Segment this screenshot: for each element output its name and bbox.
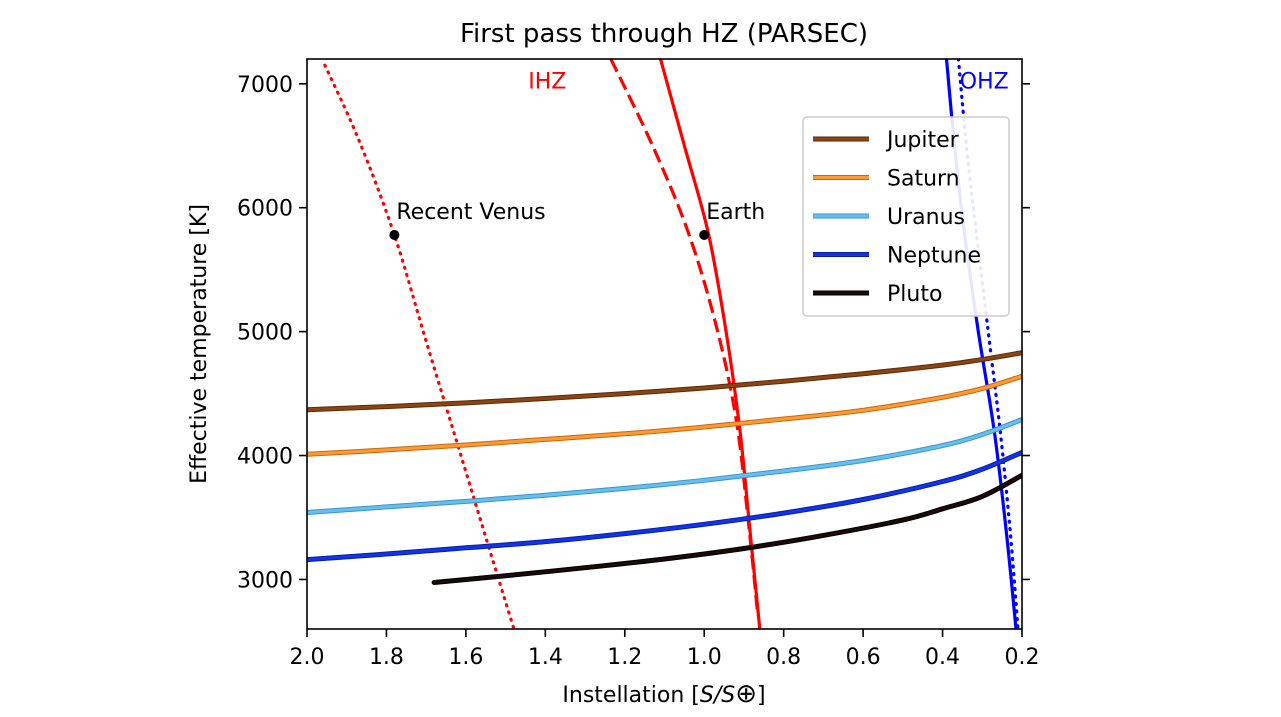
x-tick-label: 1.6: [448, 645, 483, 670]
series-saturn-line: [307, 374, 1022, 456]
x-tick-label: 1.2: [607, 645, 642, 670]
hz-line-ohz-dotted: [956, 59, 1020, 629]
reference-points-layer: Recent Venus Earth: [389, 200, 765, 240]
point-label-earth: Earth: [706, 200, 765, 225]
x-tick-label: 0.6: [846, 645, 881, 670]
legend-item-uranus: Uranus: [813, 205, 965, 230]
legend-label: Saturn: [887, 167, 960, 192]
x-tick-label: 1.4: [528, 645, 563, 670]
y-tick-label: 3000: [237, 568, 293, 593]
series-pluto-line: [432, 473, 1022, 584]
hz-line-recent-venus: [323, 63, 516, 629]
x-axis-label-italic: S/S: [700, 683, 735, 708]
legend-box: [802, 116, 1010, 317]
legend-label: Neptune: [887, 244, 981, 269]
x-tick-label: 0.2: [1005, 645, 1040, 670]
y-tick-label: 6000: [237, 197, 293, 222]
legend-item-neptune: Neptune: [813, 244, 981, 269]
x-tick-label: 1.0: [687, 645, 722, 670]
annotation-layer: IHZ OHZ: [528, 70, 1008, 95]
y-axis-ticks: 3000 4000 5000 6000 7000: [237, 73, 1030, 593]
x-tick-label: 2.0: [290, 645, 325, 670]
point-label-recent-venus: Recent Venus: [396, 200, 545, 225]
x-axis-label: Instellation [S/S⊕]: [562, 679, 765, 709]
x-axis-label-symbol: ⊕: [735, 679, 757, 709]
series-jupiter-line: [307, 351, 1022, 412]
legend-item-pluto: Pluto: [813, 282, 942, 307]
x-tick-label: 0.8: [766, 645, 801, 670]
legend-label: Uranus: [887, 205, 965, 230]
series-uranus: [307, 417, 1022, 515]
plot-frame: [306, 58, 1023, 630]
legend-item-jupiter: Jupiter: [813, 128, 960, 153]
series-jupiter: [307, 350, 1022, 413]
series-neptune: [307, 449, 1022, 563]
y-tick-label: 4000: [237, 445, 293, 470]
series-uranus-line: [307, 418, 1022, 514]
y-tick-label: 7000: [237, 73, 293, 98]
planet-series-layer: [307, 350, 1022, 585]
chart-title: First pass through HZ (PARSEC): [460, 19, 868, 49]
hz-line-ihz-solid: [658, 59, 762, 629]
series-saturn-edge: [307, 373, 1022, 457]
legend-label: Pluto: [887, 282, 942, 307]
series-saturn: [307, 373, 1022, 457]
legend-label: Jupiter: [885, 128, 960, 153]
legend: Jupiter Saturn Uranus Neptune Pluto: [802, 116, 1010, 317]
x-axis-label-suffix: ]: [757, 683, 766, 708]
annotation-ohz: OHZ: [960, 70, 1009, 95]
series-neptune-line: [307, 450, 1022, 562]
series-uranus-edge: [307, 417, 1022, 515]
series-pluto-edge: [431, 472, 1022, 585]
point-recent-venus: [389, 229, 400, 240]
x-axis-label-prefix: Instellation [: [562, 683, 699, 708]
legend-item-saturn: Saturn: [813, 167, 960, 192]
x-tick-label: 0.4: [925, 645, 960, 670]
y-tick-label: 5000: [237, 321, 293, 346]
y-axis-label: Effective temperature [K]: [187, 204, 212, 484]
x-tick-label: 1.8: [369, 645, 404, 670]
annotation-ihz: IHZ: [528, 70, 566, 95]
point-earth: [699, 229, 710, 240]
x-axis-ticks: 2.0 1.8 1.6 1.4 1.2 1.0 0.8 0.6 0.4 0.2: [290, 629, 1040, 670]
series-pluto: [431, 472, 1022, 585]
